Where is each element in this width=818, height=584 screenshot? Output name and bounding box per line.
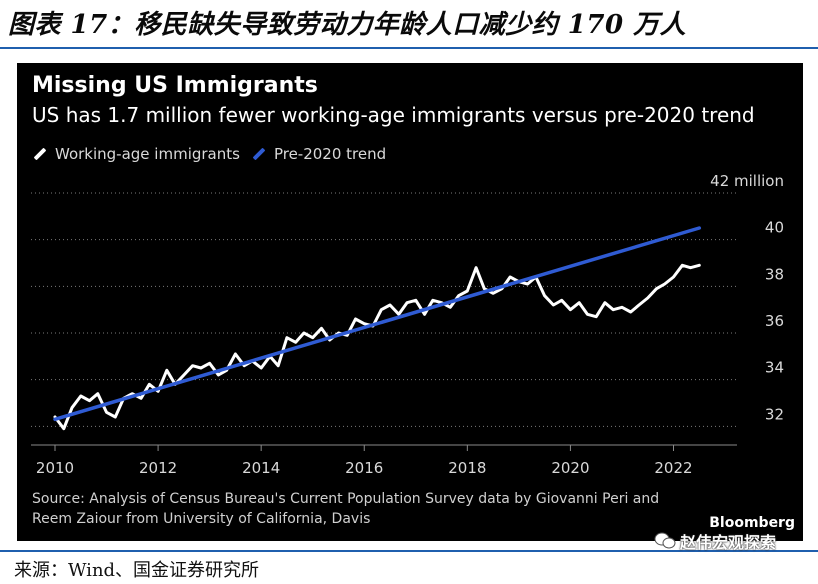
report-header: 图表 17：移民缺失导致劳动力年龄人口减少约 170 万人: [0, 0, 818, 50]
x-tick-label-3: 2016: [345, 459, 383, 477]
y-tick-label-0: 32: [765, 405, 784, 423]
report-footer: 来源：Wind、国金证券研究所: [0, 550, 818, 584]
bloomberg-logo: Bloomberg: [709, 515, 795, 531]
report-title: 图表 17：移民缺失导致劳动力年龄人口减少约 170 万人: [8, 10, 687, 40]
watermark: 赵伟宏观探索: [654, 529, 776, 553]
x-tick-label-2: 2014: [242, 459, 280, 477]
x-tick-label-6: 2022: [654, 459, 692, 477]
wechat-icon: [654, 532, 676, 549]
x-tick-label-0: 2010: [36, 459, 74, 477]
chart-subtitle: US has 1.7 million fewer working-age imm…: [32, 103, 755, 127]
chart-panel: Missing US Immigrants US has 1.7 million…: [17, 63, 803, 541]
chart-source-note: Source: Analysis of Census Bureau's Curr…: [32, 491, 660, 527]
legend-item-immigrants: Working-age immigrants: [33, 145, 240, 163]
x-tick-label-1: 2012: [139, 459, 177, 477]
y-tick-label-4: 40: [765, 219, 784, 237]
x-tick-label-4: 2018: [448, 459, 486, 477]
x-tick-label-5: 2020: [551, 459, 589, 477]
series-line-immigrants: [53, 263, 701, 431]
legend-label-immigrants: Working-age immigrants: [55, 145, 240, 163]
series-line-trend: [53, 226, 702, 422]
y-tick-label-3: 38: [765, 265, 784, 283]
footer-rule: [0, 550, 818, 552]
y-tick-label-2: 36: [765, 312, 784, 330]
y-unit-label: 42 million: [710, 172, 784, 190]
chart-plot-area: 2010 2012 2014 2016 2018 2020 2022 32 34 36 38 40 42…: [31, 172, 784, 477]
legend-label-trend: Pre-2020 trend: [273, 145, 387, 163]
y-tick-label-1: 34: [765, 359, 784, 377]
legend-item-trend: Pre-2020 trend: [252, 145, 386, 163]
chart-title: Missing US Immigrants: [32, 73, 318, 98]
chart-legend: Working-age immigrants Pre-2020 trend: [33, 143, 398, 165]
watermark-label: 赵伟宏观探索: [680, 533, 777, 552]
footer-source: 来源：Wind、国金证券研究所: [14, 560, 260, 581]
header-rule: [0, 47, 818, 49]
